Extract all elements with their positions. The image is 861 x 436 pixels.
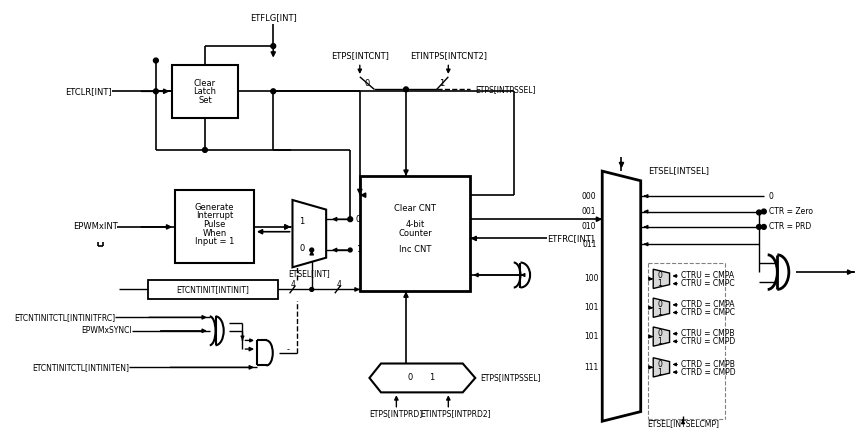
Text: Interrupt: Interrupt [196,211,233,220]
Bar [175,191,254,262]
Text: 0: 0 [658,300,662,309]
Text: ETCNTINITCTL[INTINITFRC]: ETCNTINITCTL[INTINITFRC] [15,313,115,322]
Text: 0: 0 [658,360,662,369]
Polygon shape [653,358,670,377]
Text: 010: 010 [582,222,597,232]
Polygon shape [293,200,326,267]
Text: Counter: Counter [399,229,432,238]
Text: ETINTPS[INTPRD2]: ETINTPS[INTPRD2] [421,409,492,418]
Text: Clear: Clear [194,78,216,88]
Text: ETINTPS[INTCNT2]: ETINTPS[INTCNT2] [410,51,486,60]
Text: CTRD = CMPD: CTRD = CMPD [681,368,736,377]
Text: 101: 101 [584,332,598,341]
Text: ETSEL[INT]: ETSEL[INT] [288,269,330,279]
Text: CTRD = CMPC: CTRD = CMPC [681,308,735,317]
Text: 001: 001 [582,207,597,216]
Text: 1: 1 [658,337,662,346]
Text: 0: 0 [300,244,305,252]
Text: 101: 101 [584,303,598,312]
Text: 1: 1 [658,308,662,317]
Circle shape [757,225,761,229]
Polygon shape [653,298,670,317]
Circle shape [271,44,276,48]
Text: Generate: Generate [195,203,234,212]
Text: ETPS[INTPSSEL]: ETPS[INTPSSEL] [480,374,541,382]
Text: CTR = PRD: CTR = PRD [769,222,811,232]
Text: CTRU = CMPC: CTRU = CMPC [681,279,734,288]
Text: Inc CNT: Inc CNT [399,245,431,254]
Text: ETPS[INTCNT]: ETPS[INTCNT] [331,51,389,60]
Text: ETSEL[INTSELCMP]: ETSEL[INTSELCMP] [647,419,719,428]
Text: ETPS[INTPRD]: ETPS[INTPRD] [369,409,423,418]
Circle shape [271,89,276,94]
Text: 0: 0 [769,192,773,201]
Text: 0: 0 [365,79,370,88]
Text: 1: 1 [356,245,362,255]
Text: When: When [202,228,226,238]
Text: 100: 100 [584,274,598,283]
Circle shape [761,209,766,214]
Bar [360,176,470,291]
Text: -: - [286,346,289,354]
Text: 000: 000 [582,192,597,201]
Text: Pulse: Pulse [203,220,226,229]
Text: EPWMxINT: EPWMxINT [72,222,117,232]
Polygon shape [369,364,475,392]
Text: CTR = Zero: CTR = Zero [769,207,813,216]
Polygon shape [653,327,670,346]
Text: 1: 1 [430,374,435,382]
Text: ETCNTINIT[INTINIT]: ETCNTINIT[INTINIT] [177,285,250,294]
Text: Set: Set [198,96,212,105]
Text: Input = 1: Input = 1 [195,237,234,246]
Text: 1: 1 [658,368,662,377]
Polygon shape [602,171,641,421]
Circle shape [349,248,352,252]
Text: ETPS[INTPSSEL]: ETPS[INTPSSEL] [475,85,536,94]
Text: ETCNTINITCTL[INTINITEN]: ETCNTINITCTL[INTINITEN] [32,363,129,372]
Text: 1: 1 [658,279,662,288]
Circle shape [757,210,761,215]
Text: ETSEL[INTSEL]: ETSEL[INTSEL] [648,167,709,176]
Text: ETFLG[INT]: ETFLG[INT] [250,13,297,22]
Text: 1: 1 [300,217,305,226]
Text: ETCLR[INT]: ETCLR[INT] [65,87,112,96]
Circle shape [310,248,313,252]
Bar [148,280,278,299]
Text: EPWMxSYNCI: EPWMxSYNCI [81,326,132,335]
Text: 111: 111 [584,363,598,372]
Text: 0: 0 [356,215,362,224]
Text: 4: 4 [336,280,341,289]
Text: CTRU = CMPB: CTRU = CMPB [681,329,734,338]
Text: Clear CNT: Clear CNT [394,204,437,213]
Circle shape [348,217,353,221]
Text: Latch: Latch [194,87,216,96]
Circle shape [310,287,313,291]
Text: 4: 4 [291,280,296,289]
Circle shape [761,225,766,229]
Bar [172,65,238,118]
Polygon shape [653,269,670,289]
Circle shape [202,147,208,152]
Text: 4-bit: 4-bit [406,219,424,228]
Text: CTRD = CMPA: CTRD = CMPA [681,300,734,309]
Text: 0: 0 [658,329,662,338]
Text: 011: 011 [582,240,597,249]
Text: 1: 1 [439,79,444,88]
Text: CTRU = CMPA: CTRU = CMPA [681,272,734,280]
Circle shape [153,58,158,63]
Text: CTRD = CMPB: CTRD = CMPB [681,360,735,369]
Text: CTRU = CMPD: CTRU = CMPD [681,337,735,346]
Circle shape [153,89,158,94]
Text: 0: 0 [658,272,662,280]
Circle shape [404,87,408,92]
Text: 0: 0 [407,374,412,382]
Text: ETFRC[INT]: ETFRC[INT] [548,234,594,243]
